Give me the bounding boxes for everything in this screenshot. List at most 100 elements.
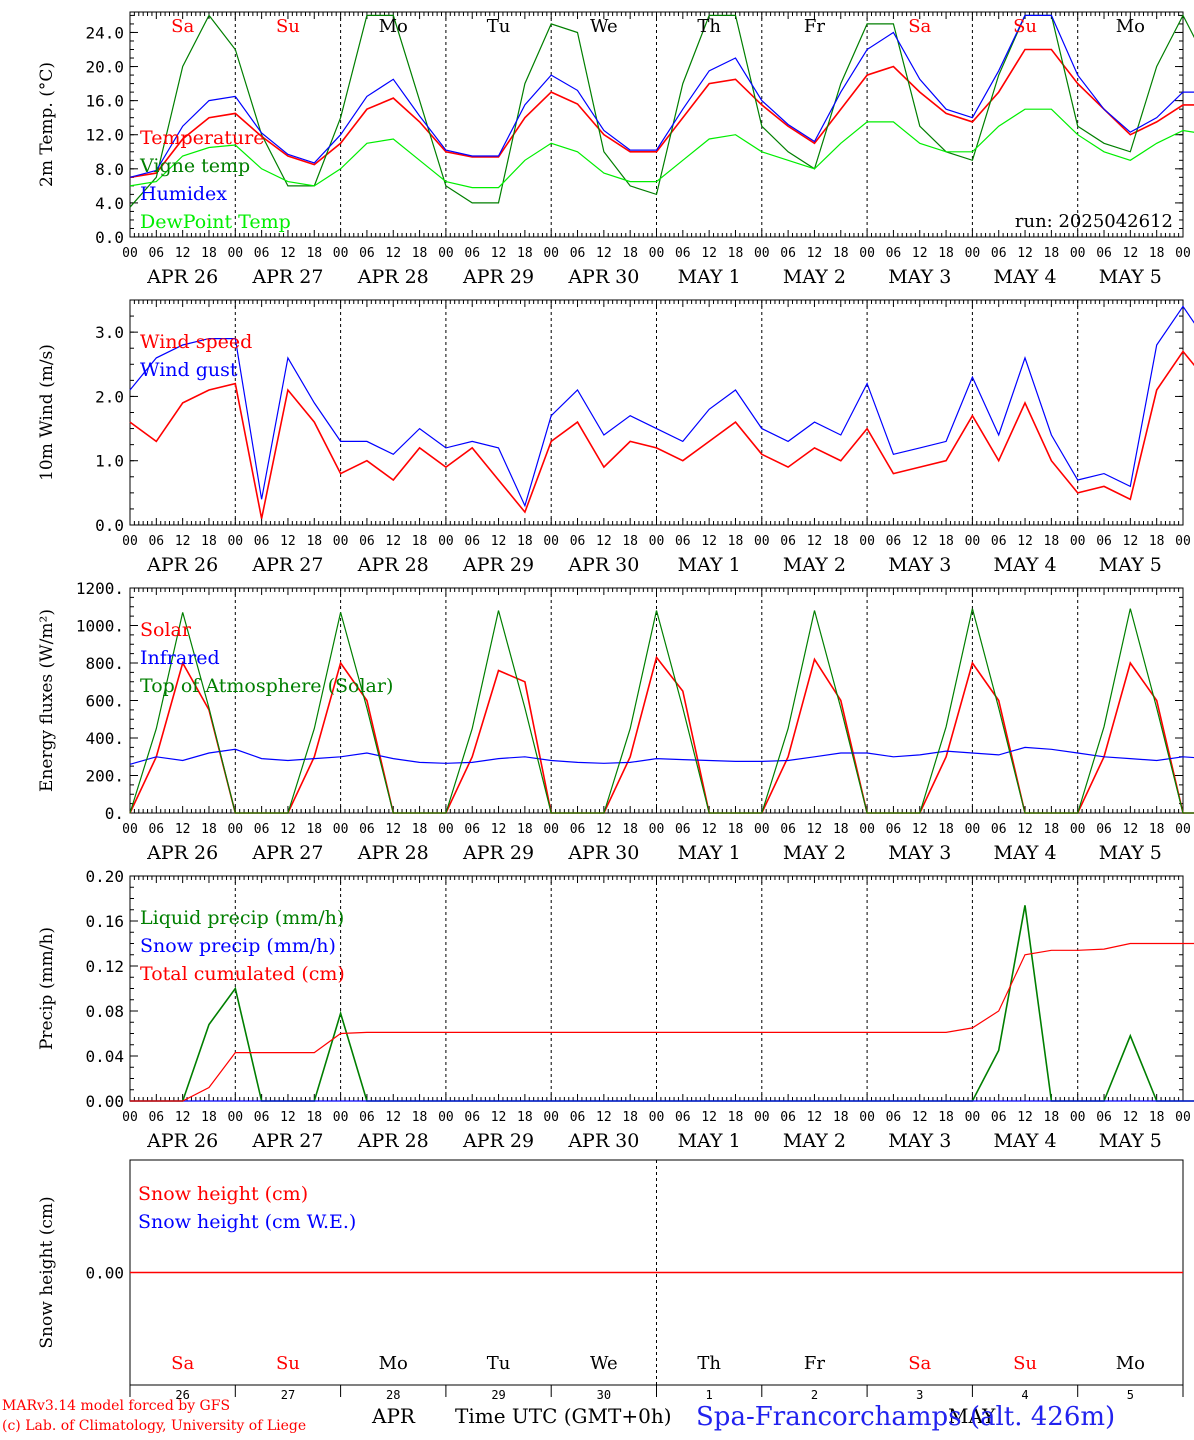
y-tick-label: 2.0 (95, 387, 124, 406)
hour-tick-label: 18 (1149, 534, 1165, 549)
day-number-label: 4 (1021, 1388, 1028, 1402)
hour-tick-label: 00 (543, 822, 559, 837)
hour-tick-label: 12 (807, 1110, 823, 1125)
hour-tick-label: 12 (280, 1110, 296, 1125)
hour-tick-label: 18 (412, 822, 428, 837)
hour-tick-label: 00 (649, 246, 665, 261)
weekday-label: Tu (487, 1353, 511, 1374)
hour-tick-label: 18 (412, 246, 428, 261)
hour-tick-label: 00 (649, 534, 665, 549)
day-number-label: 28 (386, 1388, 400, 1402)
hour-tick-label: 00 (1070, 822, 1086, 837)
y-axis-label: Snow height (cm) (37, 1196, 57, 1348)
day-number-label: 3 (916, 1388, 923, 1402)
y-tick-label: 400. (85, 729, 124, 748)
y-tick-label: 0.20 (85, 867, 124, 886)
hour-tick-label: 06 (254, 1110, 270, 1125)
hour-tick-label: 18 (622, 534, 638, 549)
hour-tick-label: 06 (359, 534, 375, 549)
y-axis-label: Energy fluxes (W/m²) (37, 609, 57, 792)
hour-tick-label: 00 (438, 822, 454, 837)
panel-1: 0.0 1.0 2.0 3.0 10m Wind (m/s) Wind speed Wind… (37, 299, 1194, 576)
hour-tick-label: 18 (938, 1110, 954, 1125)
hour-tick-label: 18 (1044, 246, 1060, 261)
month-label: APR (372, 1404, 415, 1428)
hour-tick-label: 18 (517, 246, 533, 261)
hour-tick-label: 06 (991, 1110, 1007, 1125)
hour-tick-label: 06 (1096, 1110, 1112, 1125)
hour-tick-label: 00 (649, 822, 665, 837)
hour-tick-label: 12 (1017, 822, 1033, 837)
date-label: APR 26 (146, 554, 218, 576)
legend-entry: Vigne temp (139, 155, 250, 177)
hour-tick-label: 12 (491, 534, 507, 549)
hour-tick-label: 18 (306, 822, 322, 837)
y-tick-label: 0.16 (85, 912, 124, 931)
date-label: APR 27 (251, 842, 323, 864)
hour-tick-label: 06 (464, 822, 480, 837)
hour-tick-label: 06 (359, 246, 375, 261)
day-number-label: 30 (597, 1388, 611, 1402)
hour-tick-label: 12 (385, 1110, 401, 1125)
hour-tick-label: 00 (333, 1110, 349, 1125)
date-label: APR 28 (357, 842, 429, 864)
hour-tick-label: 18 (412, 534, 428, 549)
hour-tick-label: 18 (517, 534, 533, 549)
y-tick-label: 200. (85, 767, 124, 786)
date-label: MAY 1 (678, 266, 741, 288)
series-line (129, 48, 1194, 179)
y-tick-label: 0.0 (95, 228, 124, 247)
y-tick-label: 20.0 (85, 58, 124, 77)
hour-tick-label: 18 (938, 822, 954, 837)
hour-tick-label: 00 (1070, 534, 1086, 549)
y-tick-label: 1000. (76, 617, 124, 636)
weekday-label: Mo (1116, 1353, 1145, 1374)
hour-tick-label: 06 (254, 822, 270, 837)
hour-tick-label: 18 (1044, 1110, 1060, 1125)
weekday-label: Su (276, 1353, 300, 1374)
hour-tick-label: 06 (359, 822, 375, 837)
y-axis-label: Precip (mm/h) (37, 927, 57, 1050)
hour-tick-label: 06 (675, 1110, 691, 1125)
hour-tick-label: 12 (491, 1110, 507, 1125)
date-label: APR 27 (251, 554, 323, 576)
panel-4: 0.00 Snow height (cm) Snow height (cm) Snow… (37, 1159, 1184, 1402)
y-tick-label: 4.0 (95, 194, 124, 213)
run-annotation: run: 2025042612 (1015, 211, 1173, 232)
hour-tick-label: 18 (201, 534, 217, 549)
hour-tick-label: 00 (965, 534, 981, 549)
y-tick-label: 0.00 (85, 1092, 124, 1111)
legend-entry: Solar (140, 619, 192, 641)
hour-tick-label: 12 (701, 246, 717, 261)
hour-tick-label: 06 (1096, 246, 1112, 261)
weekday-label: Mo (379, 16, 408, 37)
hour-tick-label: 00 (438, 534, 454, 549)
weekday-label: Sa (908, 1353, 931, 1374)
hour-tick-label: 12 (385, 246, 401, 261)
hour-tick-label: 12 (701, 822, 717, 837)
date-label: MAY 1 (678, 1130, 741, 1152)
y-tick-label: 0.04 (85, 1047, 124, 1066)
date-label: MAY 3 (888, 554, 951, 576)
legend-entry: Snow precip (mm/h) (140, 935, 336, 957)
hour-tick-label: 18 (833, 246, 849, 261)
date-label: APR 27 (251, 1130, 323, 1152)
hour-tick-label: 06 (464, 1110, 480, 1125)
date-label: MAY 2 (783, 1130, 846, 1152)
hour-tick-label: 06 (886, 246, 902, 261)
hour-tick-label: 12 (491, 822, 507, 837)
hour-tick-label: 00 (333, 534, 349, 549)
date-label: APR 28 (357, 266, 429, 288)
series-line (130, 942, 1194, 1102)
hour-tick-label: 12 (280, 534, 296, 549)
hour-tick-label: 00 (1175, 822, 1191, 837)
hour-tick-label: 18 (517, 1110, 533, 1125)
hour-tick-label: 00 (859, 822, 875, 837)
weekday-label: Sa (171, 16, 194, 37)
y-tick-label: 12.0 (85, 126, 124, 145)
date-label: APR 26 (146, 842, 218, 864)
hour-tick-label: 06 (780, 246, 796, 261)
hour-tick-label: 12 (1123, 246, 1139, 261)
hour-tick-label: 12 (807, 534, 823, 549)
hour-tick-label: 06 (675, 822, 691, 837)
